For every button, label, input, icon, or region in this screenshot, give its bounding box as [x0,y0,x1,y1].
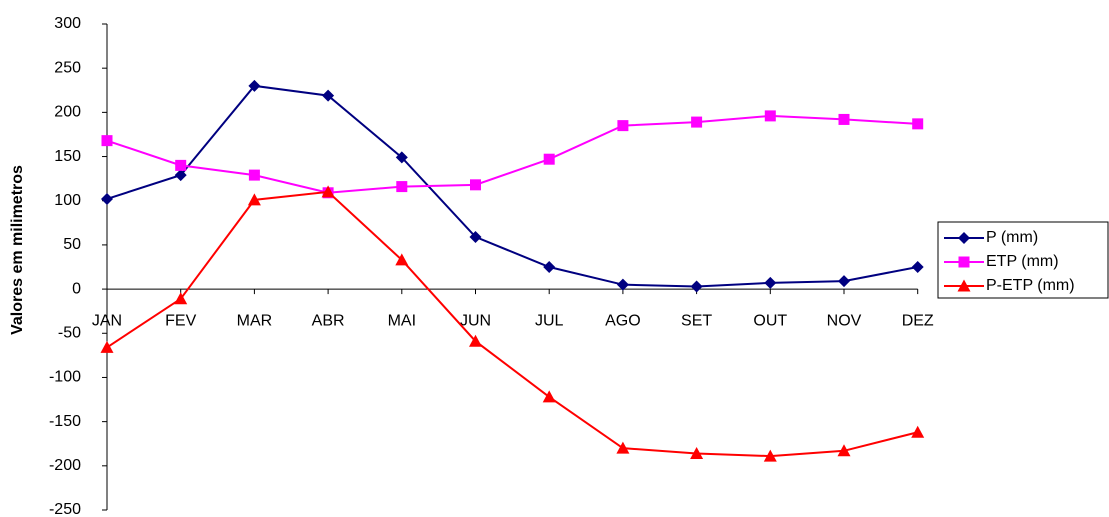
series-line [106,190,918,458]
series-line [106,84,918,288]
marker [175,159,187,171]
x-tick-label: JUL [535,312,564,329]
marker [470,179,481,191]
y-tick-label: 250 [54,59,81,76]
y-tick-label: 0 [72,280,81,297]
y-tick-label: -250 [49,501,81,517]
marker [616,278,629,291]
x-tick-label: JAN [92,312,122,329]
series-line [106,114,918,194]
x-tick-label: DEZ [902,312,934,329]
x-tick-label: SET [681,312,712,329]
marker [395,253,409,266]
y-tick-label: -100 [49,369,81,386]
marker [958,256,970,268]
marker [469,230,482,243]
legend-label: ETP (mm) [986,253,1059,270]
y-axis-label: Valores em milimetros [9,165,26,335]
marker [764,276,777,289]
marker [174,169,187,182]
marker [395,151,408,164]
marker [321,185,335,198]
marker [469,334,482,347]
marker [837,444,851,457]
marker [957,279,971,292]
x-tick-label: JUN [460,312,491,329]
marker [763,449,777,462]
marker [690,446,704,459]
marker [690,280,703,293]
y-tick-label: -50 [58,324,81,341]
legend-label: P (mm) [986,229,1038,246]
marker [322,89,335,102]
y-tick-label: 300 [54,15,81,32]
marker [101,192,113,205]
legend-label: P-ETP (mm) [986,277,1075,294]
x-tick-label: OUT [753,312,787,329]
marker [764,110,776,122]
marker [100,340,114,353]
marker [958,232,970,244]
marker [248,79,261,92]
marker [838,113,850,125]
marker [912,118,924,130]
y-tick-label: -200 [49,457,81,474]
marker [911,425,925,438]
x-tick-label: MAR [237,312,273,329]
x-tick-label: ABR [312,312,345,329]
y-tick-label: 50 [63,236,81,253]
marker [247,193,261,206]
y-tick-label: -150 [49,413,81,430]
marker [691,116,703,128]
marker [396,181,408,193]
marker [911,261,924,273]
marker [838,275,850,288]
x-tick-label: NOV [827,312,862,329]
marker [543,153,555,165]
marker [543,261,556,273]
x-tick-label: FEV [165,312,196,329]
x-tick-label: AGO [605,312,641,329]
marker [101,135,113,147]
y-tick-label: 100 [54,192,81,209]
marker [617,120,629,132]
y-tick-label: 150 [54,148,81,165]
y-tick-label: 200 [54,104,81,121]
marker [174,292,188,305]
x-tick-label: MAI [388,312,416,329]
marker [542,390,556,403]
marker [616,441,630,454]
marker [248,169,260,181]
